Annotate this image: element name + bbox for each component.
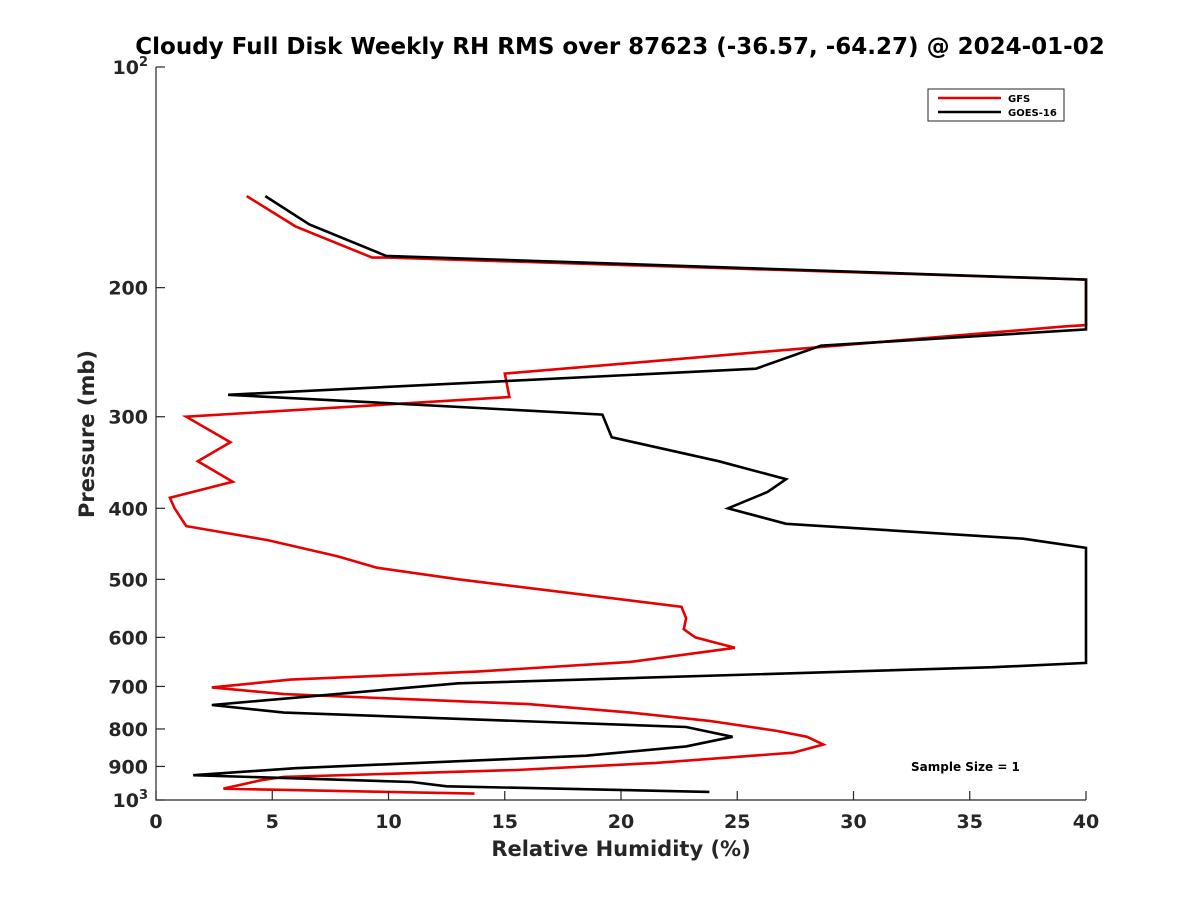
x-tick-label: 25 — [724, 811, 750, 833]
x-tick-label: 10 — [375, 811, 401, 833]
y-tick-exponent: 3 — [139, 788, 148, 803]
axis-box — [155, 67, 1086, 801]
legend-label: GOES-16 — [1008, 108, 1057, 119]
y-tick-label: 103 — [113, 788, 149, 812]
y-tick-label: 600 — [108, 627, 148, 649]
series-line-goes-16 — [193, 195, 1088, 794]
y-tick-label: 400 — [108, 498, 148, 520]
y-tick-label: 900 — [108, 756, 148, 778]
x-tick-label: 20 — [608, 811, 634, 833]
y-tick-label: 500 — [108, 569, 148, 591]
x-tick-label: 15 — [492, 811, 518, 833]
y-tick-base: 10 — [113, 790, 139, 812]
plot-area — [155, 67, 1088, 801]
legend: GFS GOES-16 — [927, 88, 1065, 122]
series-line-gfs — [168, 194, 1088, 795]
sample-size-annotation: Sample Size = 1 — [911, 760, 1020, 774]
y-tick-label: 800 — [108, 719, 148, 741]
x-tick-label: 40 — [1073, 811, 1099, 833]
y-tick-base: 10 — [113, 57, 139, 79]
x-tick-label: 0 — [149, 811, 162, 833]
x-tick-label: 30 — [840, 811, 866, 833]
x-tick-label: 5 — [266, 811, 279, 833]
y-tick-label: 700 — [108, 676, 148, 698]
series-layer — [168, 194, 1088, 795]
y-tick-label: 300 — [108, 407, 148, 429]
y-tick-label: 102 — [113, 55, 149, 79]
chart-title: Cloudy Full Disk Weekly RH RMS over 8762… — [135, 34, 1104, 60]
legend-box — [927, 88, 1065, 122]
x-axis: 0 5 10 15 20 25 30 35 40 — [149, 791, 1099, 833]
legend-label: GFS — [1008, 94, 1030, 105]
y-tick-exponent: 2 — [139, 55, 148, 70]
x-tick-label: 35 — [957, 811, 983, 833]
y-axis-label: Pressure (mb) — [75, 350, 99, 518]
y-tick-label: 200 — [108, 278, 148, 300]
x-axis-label: Relative Humidity (%) — [491, 837, 750, 861]
